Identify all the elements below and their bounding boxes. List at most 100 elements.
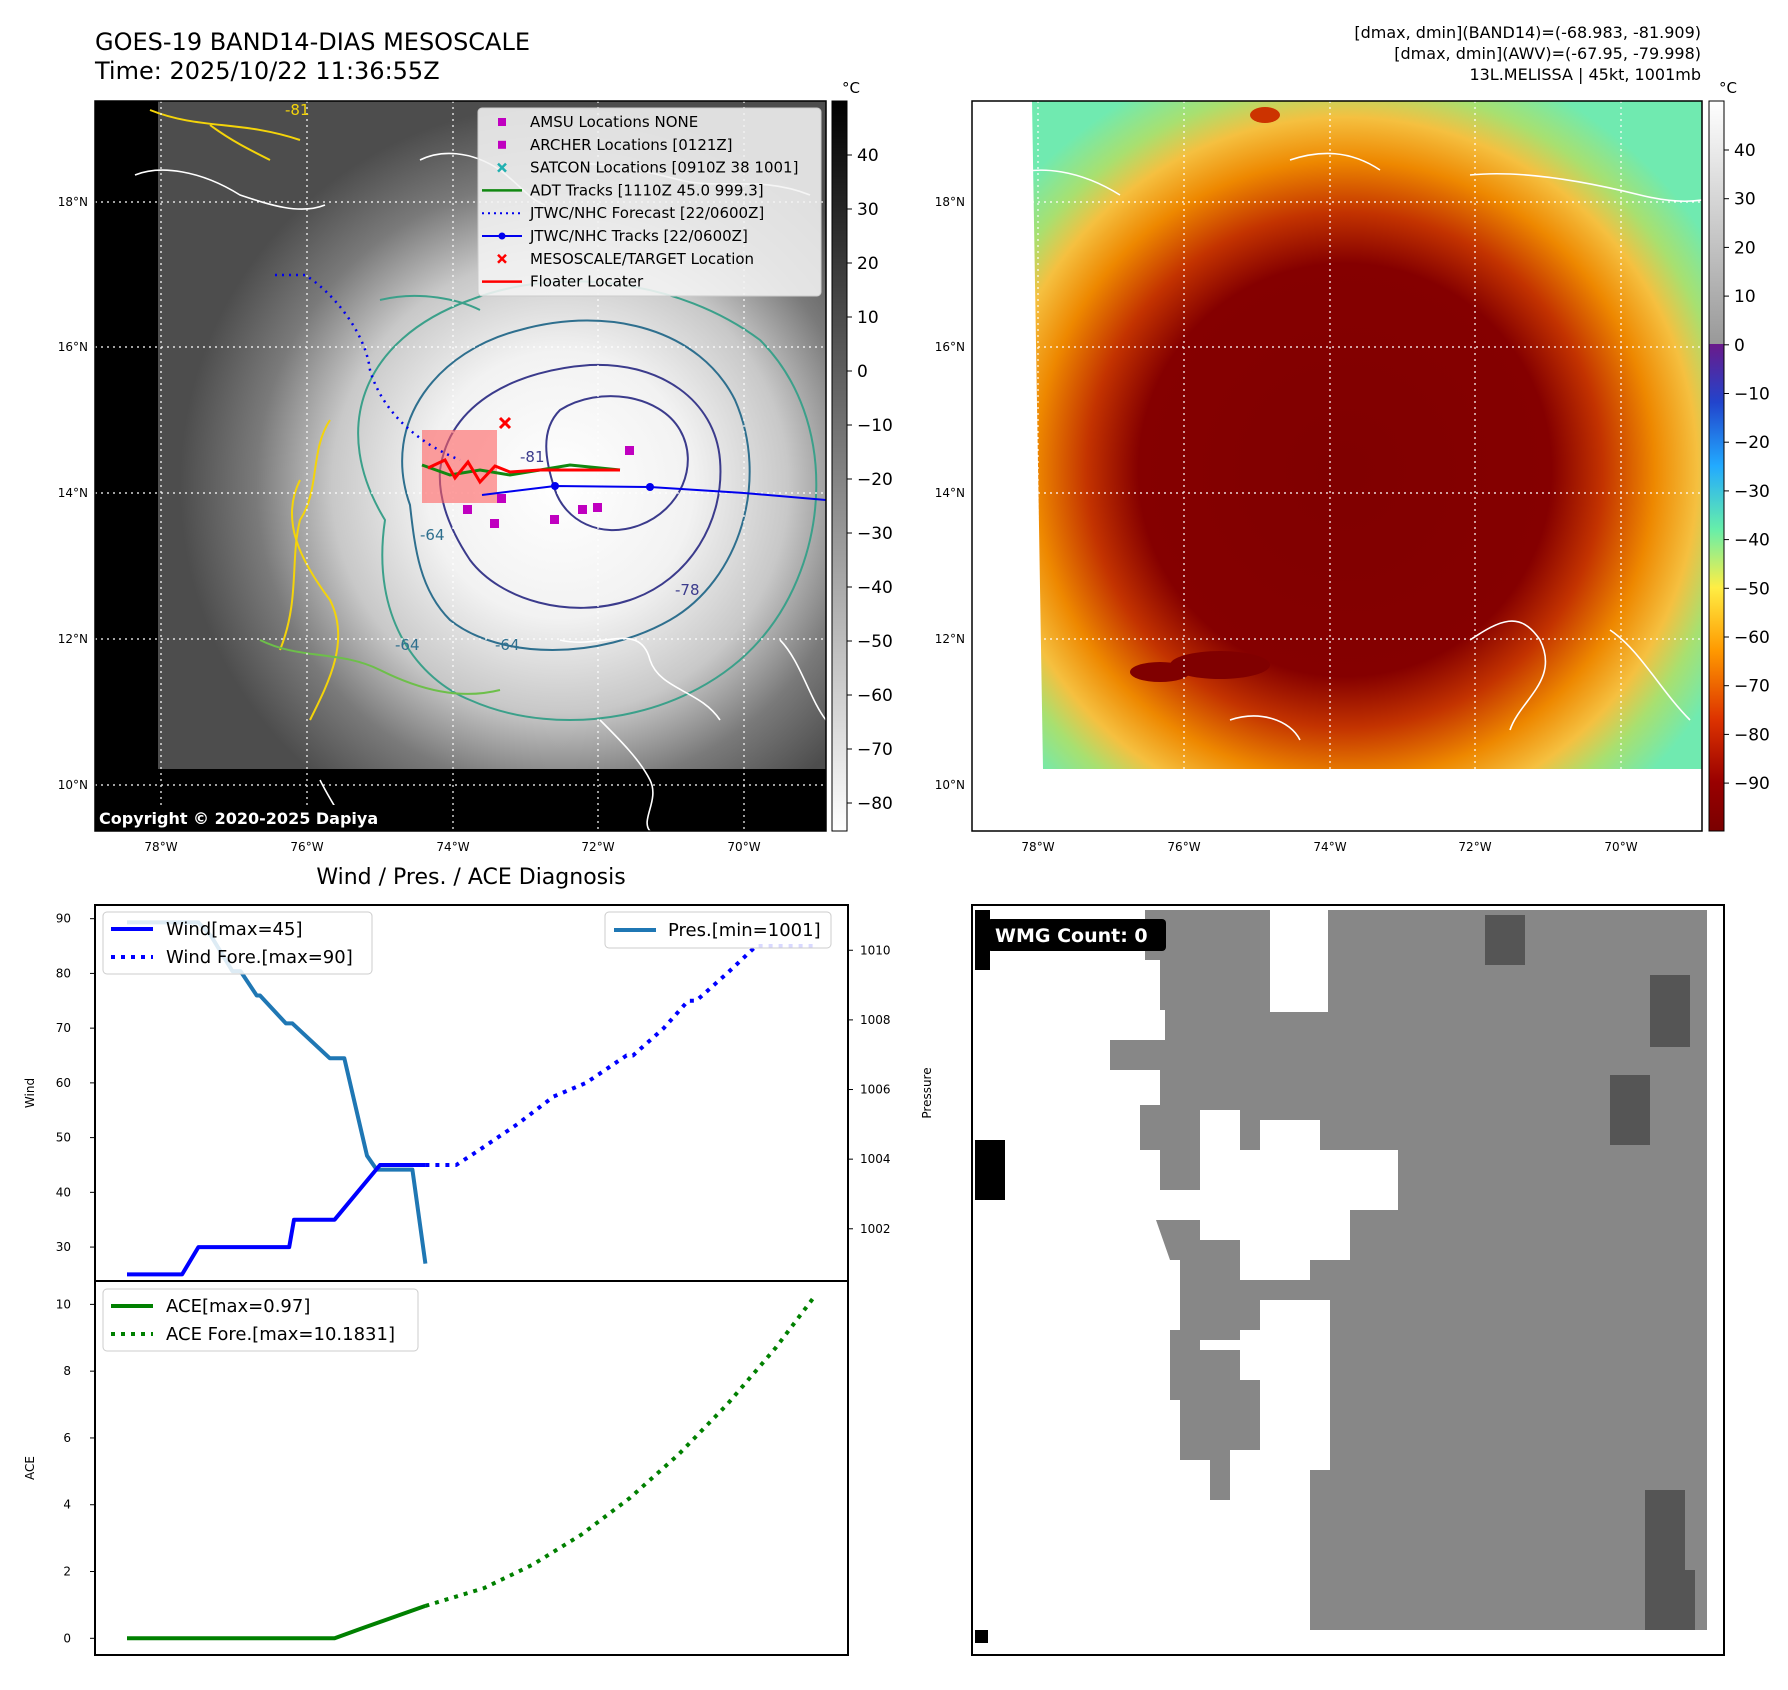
- color-colorbar-bottom: [1709, 344, 1724, 831]
- ace-legend: ACE[max=0.97] ACE Fore.[max=10.1831]: [102, 1288, 419, 1352]
- wmg-badge-text: WMG Count: 0: [995, 925, 1148, 947]
- color-satellite-panel: [dmax, dmin](BAND14)=(-68.983, -81.909) …: [935, 23, 1770, 854]
- lon-label: 70°W: [1604, 840, 1637, 854]
- wmg-white-holes: [1270, 910, 1398, 1210]
- legend-item-label: Floater Locater: [530, 273, 644, 291]
- color-colorbar: [1708, 100, 1725, 832]
- ir-contours: [149, 109, 818, 721]
- legend-marker: [497, 162, 507, 173]
- lon-label: 72°W: [1458, 840, 1491, 854]
- axis-tick-label: 1008: [860, 1013, 891, 1027]
- legend-marker: [498, 140, 506, 149]
- stats-line1: [dmax, dmin](BAND14)=(-68.983, -81.909): [1354, 23, 1701, 42]
- ir-colorbar-unit: °C: [842, 79, 860, 97]
- axis-tick-label: 70: [56, 1021, 71, 1035]
- stats-line2: [dmax, dmin](AWV)=(-67.95, -79.998): [1394, 44, 1701, 63]
- colorbar-tick-label: −30: [1734, 482, 1770, 502]
- series-wind-max: [127, 1163, 426, 1277]
- legend-item-label: AMSU Locations NONE: [530, 113, 698, 131]
- lat-label: 10°N: [935, 778, 965, 792]
- axis-tick-label: 2: [63, 1565, 71, 1579]
- colorbar-tick-label: −10: [857, 416, 893, 436]
- wind-legend: Wind[max=45] Wind Fore.[max=90]: [102, 911, 373, 975]
- legend-marker: [497, 253, 507, 264]
- legend-item-label: SATCON Locations [0910Z 38 1001]: [530, 159, 798, 177]
- color-coastlines: [1009, 152, 1702, 741]
- colorbar-tick-label: 10: [857, 308, 879, 328]
- colorbar-tick-label: −10: [1734, 385, 1770, 405]
- legend-item-label: JTWC/NHC Tracks [22/0600Z]: [529, 227, 748, 245]
- axis-tick-label: 30: [56, 1240, 71, 1254]
- axis-tick-label: 10: [56, 1297, 71, 1311]
- floater-track: [427, 458, 620, 485]
- wind-ticks: 30 40 50 60 70 80 90: [56, 912, 95, 1254]
- colorbar-tick-label: −60: [857, 686, 893, 706]
- legend-item-label: JTWC/NHC Forecast [22/0600Z]: [529, 204, 764, 222]
- lon-label: 76°W: [290, 840, 323, 854]
- colorbar-tick-label: −70: [857, 740, 893, 760]
- ir-colorbar-ticks: 40 30 20 10 0 −10 −20 −30 −40 −50 −60 −70 −80: [847, 146, 893, 814]
- contour-label: -81: [285, 101, 310, 119]
- ace-lines: [127, 1297, 815, 1641]
- lat-label: 16°N: [58, 340, 88, 354]
- lat-label: 16°N: [935, 340, 965, 354]
- ir-frame: [94, 100, 827, 832]
- lat-label: 14°N: [58, 486, 88, 500]
- series-ace-fore-max: [424, 1297, 815, 1608]
- axis-tick-label: 1004: [860, 1152, 891, 1166]
- contour-label: -64: [420, 526, 445, 544]
- ace-ticks: 0 2 4 6 8 10: [56, 1297, 95, 1645]
- color-colorbar-top: [1709, 101, 1724, 344]
- lon-label: 74°W: [1313, 840, 1346, 854]
- lon-label: 78°W: [1021, 840, 1054, 854]
- colorbar-tick-label: 30: [857, 200, 879, 220]
- color-gridlines: [972, 101, 1702, 831]
- colorbar-tick-label: −20: [857, 470, 893, 490]
- axis-tick-label: 0: [63, 1631, 71, 1645]
- lon-label: 72°W: [581, 840, 614, 854]
- legend-item-label: ARCHER Locations [0121Z]: [530, 136, 733, 154]
- wmg-badge: [987, 919, 1166, 951]
- axis-tick-label: 90: [56, 912, 71, 926]
- lat-label: 12°N: [935, 632, 965, 646]
- contour-label: -64: [495, 636, 520, 654]
- series-ace-max: [127, 1604, 427, 1641]
- lon-label: 76°W: [1167, 840, 1200, 854]
- colorbar-tick-label: −40: [857, 578, 893, 598]
- legend-marker-dot: [498, 232, 506, 240]
- axis-tick-label: 4: [63, 1498, 71, 1512]
- ir-colorbar: [831, 100, 848, 832]
- wmg-panel: WMG Count: 0: [971, 904, 1725, 1656]
- axis-tick-label: 60: [56, 1076, 71, 1090]
- target-marker: [498, 416, 512, 430]
- axis-tick-label: 1002: [860, 1222, 891, 1236]
- legend-ace-label: ACE[max=0.97]: [166, 1296, 310, 1317]
- color-lat-labels: 18°N 16°N 14°N 12°N 10°N: [935, 195, 965, 792]
- pressure-ticks: 1002 1004 1006 1008 1010: [848, 943, 891, 1236]
- axis-tick-label: 1010: [860, 943, 891, 957]
- lon-label: 78°W: [144, 840, 177, 854]
- ir-title-line2: Time: 2025/10/22 11:36:55Z: [94, 57, 440, 85]
- colorbar-tick-label: −50: [1734, 579, 1770, 599]
- axis-tick-label: 8: [63, 1364, 71, 1378]
- ir-satellite-panel: GOES-19 BAND14-DIAS MESOSCALE Time: 2025…: [58, 28, 893, 854]
- colorbar-tick-label: 30: [1734, 190, 1756, 210]
- colorbar-tick-label: −90: [1734, 774, 1770, 794]
- series-wind-fore-max: [425, 944, 813, 1167]
- legend-box: [477, 107, 822, 297]
- diagnosis-panel: Wind / Pres. / ACE Diagnosis Wind Pressu…: [23, 865, 934, 1656]
- legend-wind-label: Wind[max=45]: [166, 919, 303, 940]
- pressure-legend: Pres.[min=1001]: [604, 911, 832, 949]
- contour-label: -78: [675, 581, 700, 599]
- legend-marker: [498, 118, 506, 126]
- colorbar-tick-label: −40: [1734, 531, 1770, 551]
- wind-ylabel: Wind: [23, 1078, 37, 1108]
- colorbar-tick-label: −20: [1734, 433, 1770, 453]
- wmg-dark-cells: [1485, 915, 1695, 1630]
- wmg-black-cells: [975, 910, 1005, 1643]
- ace-ylabel: ACE: [23, 1456, 37, 1480]
- colorbar-tick-label: −30: [857, 524, 893, 544]
- lat-label: 18°N: [58, 195, 88, 209]
- lat-label: 18°N: [935, 195, 965, 209]
- axis-tick-label: 80: [56, 966, 71, 980]
